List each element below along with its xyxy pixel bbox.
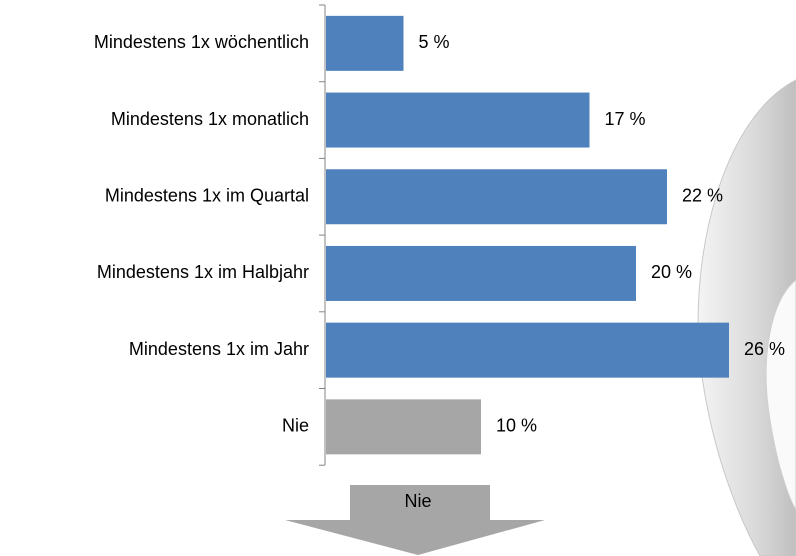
bar [326, 322, 729, 378]
value-label: 20 % [651, 262, 692, 282]
decor-swirl-inner [765, 279, 796, 511]
y-tick-label: Mindestens 1x im Jahr [129, 339, 309, 359]
bar [326, 169, 667, 225]
value-label: 10 % [496, 416, 537, 436]
bar [326, 245, 636, 301]
bar [326, 92, 590, 148]
y-tick-label: Mindestens 1x monatlich [111, 109, 309, 129]
arrow-label: Nie [404, 491, 431, 511]
value-label: 5 % [419, 32, 450, 52]
y-tick-label: Mindestens 1x im Quartal [105, 186, 309, 206]
value-label: 26 % [744, 339, 785, 359]
y-tick-label: Mindestens 1x wöchentlich [94, 32, 309, 52]
y-tick-label: Mindestens 1x im Halbjahr [97, 262, 309, 282]
arrow [285, 485, 545, 555]
value-label: 17 % [605, 109, 646, 129]
y-tick-label: Nie [282, 416, 309, 436]
bar [326, 399, 481, 455]
value-label: 22 % [682, 186, 723, 206]
bar [326, 15, 404, 71]
